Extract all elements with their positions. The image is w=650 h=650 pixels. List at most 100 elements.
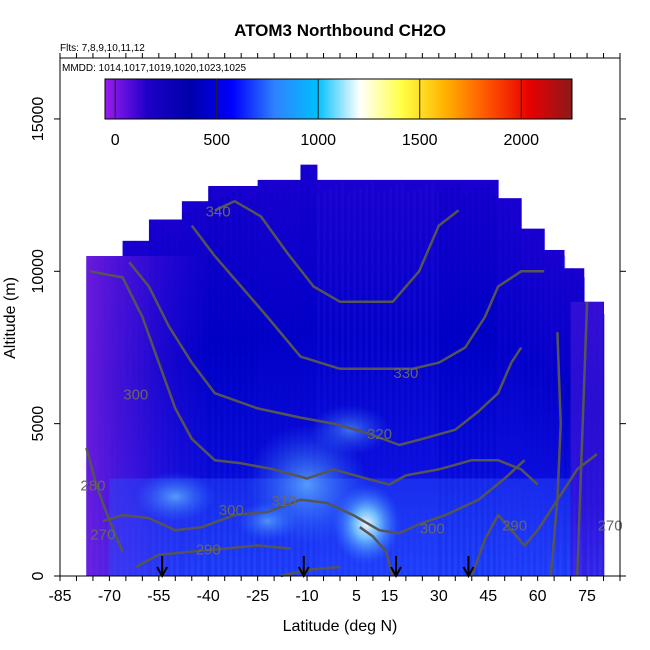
- contour-line: [359, 526, 394, 577]
- colorbar: [104, 78, 573, 120]
- heatmap-texture: [406, 193, 410, 576]
- heatmap-texture: [250, 197, 254, 576]
- heatmap-texture: [562, 255, 566, 577]
- heatmap-column: [521, 228, 545, 576]
- contour-label-layer: 340 330 320 310 300 300 300 290 290 280 270 270: [80, 203, 622, 558]
- y-tick-label: 0: [30, 571, 47, 580]
- heatmap-texture: [352, 190, 356, 576]
- heatmap-texture: [388, 187, 392, 576]
- heatmap-texture: [516, 210, 520, 577]
- y-tick-label: 15000: [30, 97, 47, 142]
- heatmap-layer: [86, 164, 605, 577]
- contour-label: 290: [502, 517, 527, 534]
- y-axis-label: Altitude (m): [2, 277, 19, 359]
- heatmap-texture: [232, 191, 236, 576]
- contour-label: 320: [367, 426, 392, 443]
- heatmap-texture: [450, 185, 454, 576]
- flights-subtitle: Flts: 7,8,9,10,11,12: [60, 43, 145, 54]
- x-tick-label: -25: [246, 588, 269, 605]
- contour-line: [214, 199, 460, 304]
- heatmap-texture: [556, 258, 560, 576]
- heatmap-texture: [244, 200, 248, 576]
- contour-label: 280: [80, 478, 105, 495]
- contour-label: 300: [420, 520, 445, 537]
- x-tick-label: -85: [48, 588, 71, 605]
- x-tick-label: 45: [479, 588, 497, 605]
- heatmap-texture: [376, 193, 380, 576]
- heatmap-texture: [340, 181, 344, 576]
- heatmap-texture: [533, 240, 537, 576]
- heatmap-texture: [263, 180, 267, 577]
- heatmap-texture: [430, 181, 434, 576]
- heatmap-texture: [412, 190, 416, 576]
- contour-line: [549, 332, 562, 577]
- colorbar-tick-label: 1500: [402, 132, 438, 149]
- x-tick-label: 30: [430, 588, 448, 605]
- heatmap-texture: [480, 185, 484, 576]
- heatmap-texture: [312, 176, 316, 577]
- x-tick-label: -40: [197, 588, 220, 605]
- contour-line: [190, 224, 545, 371]
- heatmap-texture: [293, 180, 297, 577]
- heatmap-texture: [238, 188, 242, 576]
- colorbar-tick-label: 500: [203, 132, 230, 149]
- contour-label: 310: [271, 493, 296, 510]
- heatmap-texture: [334, 184, 338, 576]
- heatmap-texture: [564, 271, 567, 576]
- heatmap-texture: [492, 194, 496, 576]
- contour-line: [575, 301, 589, 577]
- heatmap-texture: [527, 228, 531, 576]
- x-tick-label: 15: [381, 588, 399, 605]
- dates-subtitle: MMDD: 1014,1017,1019,1020,1023,1025: [62, 63, 246, 74]
- heatmap-plume: [309, 404, 390, 455]
- heatmap-texture: [346, 193, 350, 576]
- chart-title: ATOM3 Northbound CH2O: [234, 21, 446, 40]
- contour-label: 270: [90, 526, 115, 543]
- heatmap-texture: [436, 193, 440, 576]
- heatmap-texture: [444, 188, 448, 576]
- y-tick-label: 10000: [30, 249, 47, 294]
- x-tick-label: -70: [98, 588, 121, 605]
- contour-label: 300: [123, 386, 148, 403]
- heatmap-texture: [364, 184, 368, 576]
- heatmap-texture: [269, 192, 273, 577]
- heatmap-texture: [382, 190, 386, 576]
- x-tick-label: -10: [295, 588, 318, 605]
- heatmap-texture: [583, 308, 587, 576]
- colorbar-ticks: 0 500 1000 1500 2000: [111, 79, 539, 149]
- contour-label: 290: [196, 542, 221, 559]
- heatmap-texture: [456, 182, 460, 576]
- heatmap-texture: [544, 264, 548, 576]
- heatmap-texture: [322, 190, 326, 576]
- heatmap-texture: [394, 184, 398, 576]
- heatmap-column: [438, 179, 499, 576]
- colorbar-tick-label: 1000: [300, 132, 336, 149]
- x-tick-label: -55: [147, 588, 170, 605]
- heatmap-texture: [275, 189, 279, 577]
- heatmap-plume: [237, 501, 298, 542]
- heatmap-texture: [220, 197, 224, 576]
- x-axis: -85 -70 -55 -40 -25 -10 5 15 30 45 60 75: [48, 53, 621, 605]
- heatmap-texture: [316, 193, 320, 576]
- heatmap-texture: [474, 188, 478, 576]
- heatmap-texture: [589, 305, 593, 576]
- heatmap-column: [498, 198, 522, 576]
- colorbar-tick-label: 2000: [503, 132, 539, 149]
- heatmap-south-upper: [86, 256, 209, 576]
- heatmap-texture: [306, 164, 310, 577]
- heatmap-texture: [400, 181, 404, 576]
- heatmap-texture: [214, 200, 218, 576]
- x-axis-label: Latitude (deg N): [283, 618, 398, 635]
- contour-line: [470, 453, 598, 577]
- heatmap-texture: [281, 186, 285, 577]
- heatmap-column: [583, 301, 605, 576]
- heatmap-texture: [576, 280, 579, 576]
- heatmap-texture: [570, 268, 573, 576]
- heatmap-texture: [462, 194, 466, 576]
- heatmap-texture: [521, 231, 525, 576]
- x-tick-label: 75: [578, 588, 596, 605]
- heatmap-texture: [550, 261, 554, 576]
- x-tick-label: 60: [529, 588, 547, 605]
- heatmap-plume: [135, 471, 216, 522]
